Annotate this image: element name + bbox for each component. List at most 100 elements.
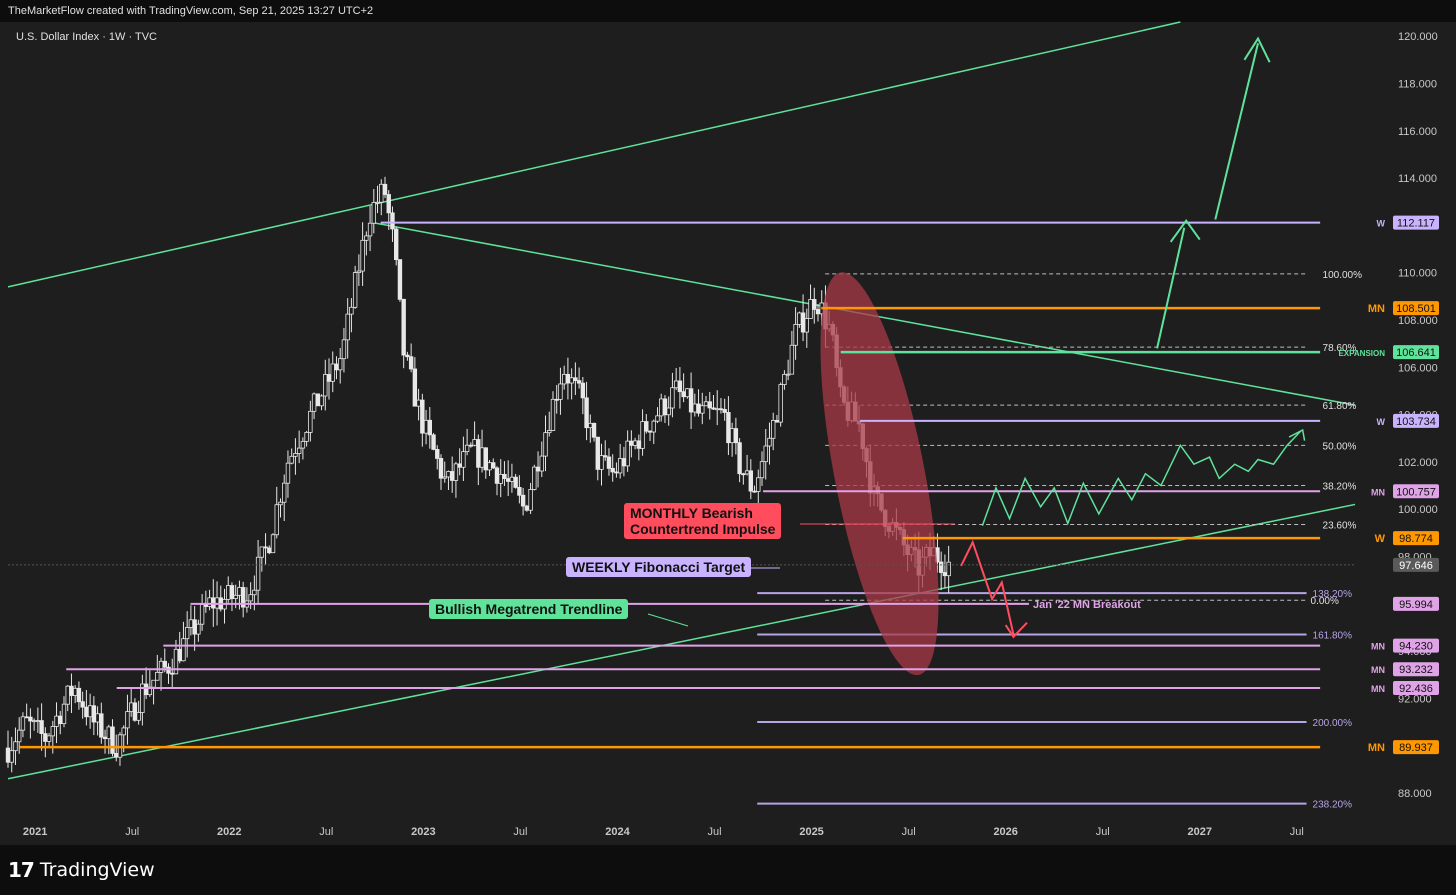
candle-body	[46, 735, 52, 742]
candle-body	[173, 648, 179, 675]
level-tag: MN	[1371, 684, 1385, 694]
candle-body	[815, 309, 821, 315]
candle-body	[640, 421, 645, 449]
candle-body	[483, 447, 488, 471]
price-badge	[1393, 740, 1439, 755]
candle-body	[946, 561, 951, 577]
x-tick-label: Jul	[902, 826, 916, 838]
price-badge-value: 95.994	[1399, 599, 1433, 611]
candle-body	[617, 458, 623, 474]
tradingview-logo[interactable]: 17 TradingView	[8, 857, 155, 883]
candle-body	[102, 736, 108, 740]
candle-body	[99, 713, 104, 738]
candle-body	[457, 463, 462, 468]
candle-body	[61, 703, 67, 725]
candle-body	[80, 701, 85, 708]
monthly-impulse-annotation: MONTHLY Bearish Countertrend Impulse	[624, 503, 782, 539]
candle-body	[240, 587, 246, 608]
candle-body	[524, 505, 530, 511]
candle-body	[576, 380, 582, 384]
level-tag: W	[1377, 219, 1386, 229]
fib-level-label: 78.60%	[1323, 343, 1357, 354]
candle-body	[360, 239, 365, 272]
candle-body	[670, 387, 675, 409]
price-badge	[1393, 484, 1439, 499]
candle-body	[345, 313, 350, 341]
candle-body	[677, 380, 683, 393]
candle-body	[558, 383, 563, 400]
price-badge-value: 103.734	[1396, 416, 1436, 428]
candle-body	[505, 478, 511, 482]
candle-body	[28, 716, 33, 722]
candle-body	[151, 679, 156, 688]
candle-body	[233, 594, 238, 599]
candle-body	[812, 299, 817, 310]
price-badge	[1393, 301, 1439, 316]
candle-body	[248, 594, 253, 602]
candle-body	[5, 747, 11, 763]
candle-body	[390, 212, 395, 230]
candle-body	[453, 463, 459, 481]
candle-body	[808, 299, 813, 319]
candle-body	[162, 660, 167, 668]
level-tag: MN	[1371, 665, 1385, 675]
top-bar: TheMarketFlow created with TradingView.c…	[0, 0, 1456, 22]
x-tick-label: 2023	[411, 826, 435, 838]
candle-body	[599, 455, 604, 470]
chart-svg[interactable]: 88.00092.00094.00098.000100.000102.00010…	[0, 0, 1456, 845]
price-badge	[1393, 413, 1439, 428]
candle-body	[569, 377, 574, 384]
x-tick-label: Jul	[319, 826, 333, 838]
candle-body	[132, 702, 138, 721]
candle-body	[744, 470, 750, 475]
candle-body	[797, 312, 802, 325]
candle-body	[629, 440, 634, 446]
footer-bar	[0, 845, 1456, 895]
candle-body	[31, 720, 37, 723]
fib-level-label: 23.60%	[1323, 521, 1357, 532]
candle-body	[778, 384, 783, 423]
candle-body	[330, 363, 335, 382]
candle-body	[270, 534, 276, 554]
candle-body	[774, 419, 780, 423]
price-badge-value: 92.436	[1399, 683, 1433, 695]
candle-body	[487, 462, 492, 471]
candle-body	[177, 648, 182, 662]
bullish-megatrend-trendline	[7, 503, 1356, 780]
candle-body	[722, 409, 727, 413]
candle-body	[199, 604, 205, 625]
x-tick-label: Jul	[707, 826, 721, 838]
candle-body	[349, 306, 354, 315]
candle-body	[143, 683, 149, 696]
price-badge	[1393, 531, 1439, 546]
candle-body	[43, 733, 48, 742]
fib-level-label: 61.80%	[1323, 401, 1357, 412]
candle-body	[539, 455, 544, 472]
candle-body	[700, 405, 705, 414]
candle-body	[155, 672, 160, 681]
price-badge-value: 98.774	[1399, 533, 1433, 545]
y-tick-label: 102.000	[1398, 457, 1438, 469]
candle-body	[756, 477, 761, 492]
x-tick-label: 2022	[217, 826, 241, 838]
candle-body	[532, 466, 537, 490]
candle-body	[58, 715, 63, 725]
projected-range-arrowhead	[1288, 428, 1306, 441]
y-tick-label: 116.000	[1398, 126, 1437, 138]
candle-body	[382, 183, 388, 195]
level-tag: EXPANSION	[1338, 349, 1385, 358]
x-tick-label: 2027	[1188, 826, 1212, 838]
candle-body	[24, 716, 29, 719]
candle-body	[196, 623, 201, 635]
level-tag: MN	[1371, 642, 1385, 652]
candle-body	[364, 235, 369, 241]
weekly-fib-target-annotation: WEEKLY Fibonacci Target	[566, 557, 752, 577]
candle-body	[91, 705, 97, 723]
y-tick-label: 106.000	[1398, 362, 1438, 374]
candle-body	[237, 587, 242, 596]
candle-body	[367, 222, 373, 237]
candle-body	[285, 462, 291, 484]
candle-body	[35, 720, 41, 722]
candle-body	[121, 727, 126, 736]
candle-body	[181, 638, 186, 662]
